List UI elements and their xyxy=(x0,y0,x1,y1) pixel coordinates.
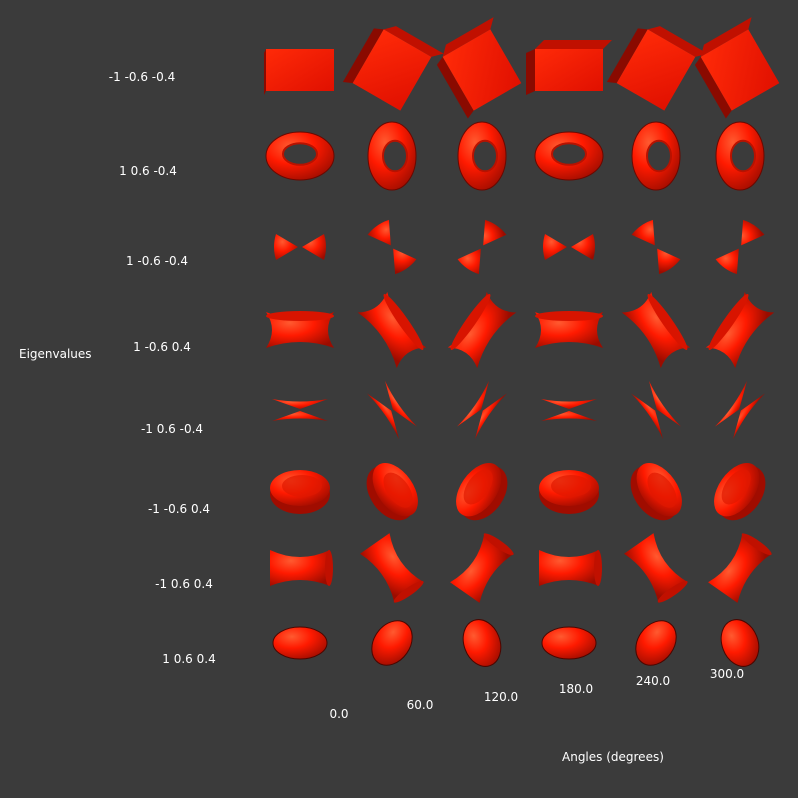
angle-label-0: 0.0 xyxy=(329,707,349,721)
row-label-hyperboloid: 1 -0.6 0.4 xyxy=(133,340,191,354)
glyph-flat-cylinder-2 xyxy=(456,463,508,521)
angle-label-60: 60.0 xyxy=(406,698,434,712)
glyph-hyperboloid-5 xyxy=(705,291,775,369)
angle-label-180: 180.0 xyxy=(558,682,594,696)
angle-label-120: 120.0 xyxy=(483,690,519,704)
row-label-box: -1 -0.6 -0.4 xyxy=(108,70,176,84)
glyph-double-cone-horizontal-3 xyxy=(543,234,595,260)
glyph-box-0 xyxy=(264,49,334,95)
glyph-ellipsoid-0 xyxy=(272,626,328,660)
glyph-flat-cylinder-4 xyxy=(630,463,682,521)
angle-label-240: 240.0 xyxy=(635,674,671,688)
glyph-double-cone-horizontal-2 xyxy=(457,219,507,275)
glyph-double-cone-horizontal-4 xyxy=(631,219,681,275)
row-label-cone-v: -1 0.6 -0.4 xyxy=(140,422,204,436)
glyph-torus-4 xyxy=(631,121,681,191)
glyph-hyperboloid-2 xyxy=(447,291,517,369)
glyph-double-cone-vertical-3 xyxy=(541,399,597,421)
angle-label-300: 300.0 xyxy=(709,667,745,681)
glyph-ellipsoid-2 xyxy=(462,619,502,667)
glyph-concave-spool-5 xyxy=(708,533,772,603)
glyph-torus-3 xyxy=(534,131,604,181)
glyph-double-cone-horizontal-5 xyxy=(715,219,765,275)
glyph-box-2 xyxy=(436,17,522,119)
glyph-double-cone-vertical-4 xyxy=(630,380,682,440)
glyph-double-cone-vertical-2 xyxy=(456,380,508,440)
glyph-box-5 xyxy=(694,17,780,119)
row-label-spool: -1 0.6 0.4 xyxy=(155,577,213,591)
glyph-hyperboloid-0 xyxy=(266,311,334,348)
glyph-concave-spool-1 xyxy=(360,533,424,603)
glyph-box-3 xyxy=(526,40,612,95)
glyph-torus-1 xyxy=(367,121,417,191)
glyph-hyperboloid-1 xyxy=(357,291,427,369)
glyph-concave-spool-0 xyxy=(270,550,333,586)
eigenvalues-axis-label: Eigenvalues xyxy=(19,347,92,361)
glyph-concave-spool-2 xyxy=(450,533,514,603)
glyph-box-4 xyxy=(606,26,708,111)
glyph-double-cone-horizontal-0 xyxy=(274,234,326,260)
glyph-flat-cylinder-1 xyxy=(366,463,418,521)
glyph-flat-cylinder-0 xyxy=(270,470,330,514)
glyph-double-cone-vertical-1 xyxy=(366,380,418,440)
glyph-hyperboloid-4 xyxy=(621,291,691,369)
glyph-concave-spool-4 xyxy=(624,533,688,603)
glyph-double-cone-horizontal-1 xyxy=(367,219,417,275)
glyph-box-1 xyxy=(342,26,444,111)
glyph-double-cone-vertical-0 xyxy=(272,399,328,421)
glyph-torus-5 xyxy=(715,121,765,191)
row-label-torus: 1 0.6 -0.4 xyxy=(119,164,177,178)
glyph-ellipsoid-5 xyxy=(720,619,760,667)
row-label-ellipsoid: 1 0.6 0.4 xyxy=(162,652,216,666)
glyph-flat-cylinder-3 xyxy=(539,470,599,514)
row-label-cone-h: 1 -0.6 -0.4 xyxy=(125,254,189,268)
glyph-hyperboloid-3 xyxy=(535,311,603,348)
row-label-cylinder: -1 -0.6 0.4 xyxy=(147,502,211,516)
glyph-concave-spool-3 xyxy=(539,550,602,586)
glyph-ellipsoid-4 xyxy=(635,620,677,666)
glyph-torus-0 xyxy=(265,131,335,181)
glyph-flat-cylinder-5 xyxy=(714,463,766,521)
glyph-double-cone-vertical-5 xyxy=(714,380,766,440)
glyph-ellipsoid-3 xyxy=(541,626,597,660)
glyph-torus-2 xyxy=(457,121,507,191)
glyph-ellipsoid-1 xyxy=(371,620,413,666)
angles-axis-label: Angles (degrees) xyxy=(562,750,664,764)
